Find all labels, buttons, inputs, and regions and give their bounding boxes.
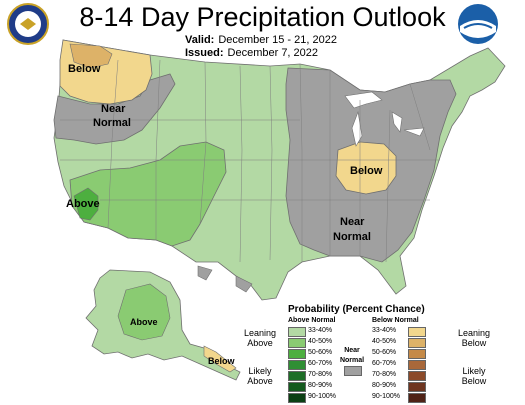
legend-above-swatch <box>288 349 306 359</box>
legend-above-header: Above Normal <box>288 317 336 324</box>
legend-likely-below: Likely Below <box>461 366 487 386</box>
legend-below-range: 60-70% <box>372 360 397 367</box>
legend-likely-above: Likely Above <box>247 366 273 386</box>
legend-below-swatch <box>408 382 426 392</box>
alaska-above <box>117 283 171 341</box>
below-normal-nw-core <box>69 43 113 69</box>
above-normal-sw-core <box>73 187 99 221</box>
legend-below-swatch <box>408 360 426 370</box>
valid-dates: Valid: December 15 - 21, 2022 <box>185 34 337 46</box>
legend-below-swatch <box>408 327 426 337</box>
legend-title: Probability (Percent Chance) <box>288 304 425 315</box>
label-nw-below: Below <box>68 63 101 75</box>
alaska-below <box>203 345 237 373</box>
legend-above-range: 60-70% <box>308 360 333 367</box>
legend-above-swatch <box>288 393 306 403</box>
issued-date: Issued: December 7, 2022 <box>185 47 319 59</box>
label-ak-above: Above <box>130 317 158 327</box>
legend-above-swatch <box>288 327 306 337</box>
legend-below-header: Below Normal <box>372 317 419 324</box>
legend-below-swatch <box>408 349 426 359</box>
legend-above-range: 90-100% <box>308 393 337 400</box>
legend-near-swatch <box>344 366 362 376</box>
legend-above-swatch <box>288 371 306 381</box>
doc-seal-icon <box>6 2 50 46</box>
legend-above-range: 70-80% <box>308 371 333 378</box>
legend-near-normal: Near Normal <box>339 347 365 364</box>
label-se-near: Near <box>340 216 365 228</box>
label-sw-above: Above <box>66 198 100 210</box>
legend-above-swatch <box>288 338 306 348</box>
legend-above-swatch <box>288 360 306 370</box>
great-lakes <box>344 91 425 147</box>
legend-above-swatch <box>288 382 306 392</box>
legend-below-range: 90-100% <box>372 393 401 400</box>
near-normal-texas-bits <box>197 265 253 293</box>
legend-above-range: 33-40% <box>308 327 333 334</box>
legend-leaning-below: Leaning Below <box>457 328 491 348</box>
legend-below-range: 70-80% <box>372 371 397 378</box>
legend-below-range: 40-50% <box>372 338 397 345</box>
legend-above-range: 80-90% <box>308 382 333 389</box>
legend-above-range: 50-60% <box>308 349 333 356</box>
legend-above-range: 40-50% <box>308 338 333 345</box>
below-normal-midwest <box>335 141 397 195</box>
noaa-logo-icon <box>456 2 500 46</box>
legend-below-swatch <box>408 393 426 403</box>
label-nw-normal: Normal <box>93 117 131 129</box>
label-mw-below: Below <box>350 165 383 177</box>
legend: Probability (Percent Chance) Above Norma… <box>240 300 525 405</box>
legend-below-range: 50-60% <box>372 349 397 356</box>
above-normal-sw <box>69 141 227 247</box>
legend-below-range: 80-90% <box>372 382 397 389</box>
label-ak-below: Below <box>208 356 236 366</box>
legend-below-swatch <box>408 371 426 381</box>
page-title: 8-14 Day Precipitation Outlook <box>79 2 446 32</box>
state-lines <box>60 59 440 263</box>
label-se-normal: Normal <box>333 231 371 243</box>
legend-below-range: 33-40% <box>372 327 397 334</box>
label-nw-near: Near <box>101 103 126 115</box>
legend-below-swatch <box>408 338 426 348</box>
legend-leaning-above: Leaning Above <box>243 328 277 348</box>
